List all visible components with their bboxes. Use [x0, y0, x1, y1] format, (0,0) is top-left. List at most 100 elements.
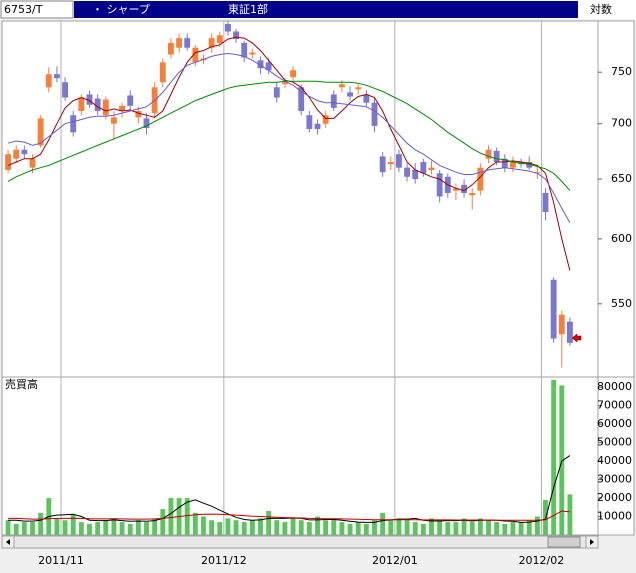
y-tick-label: 600: [611, 232, 632, 245]
volume-bar: [217, 522, 223, 535]
candle-body: [192, 47, 199, 63]
candle-body: [306, 115, 313, 130]
code-box: [0, 0, 74, 19]
volume-bar: [453, 522, 459, 535]
x-tick-label: 2011/12: [201, 554, 247, 567]
volume-bar: [54, 518, 60, 535]
candle-body: [314, 123, 321, 130]
y-tick-label: 70000: [597, 399, 632, 412]
candle-body: [86, 94, 93, 105]
volume-bar: [567, 494, 573, 535]
volume-bar: [78, 522, 84, 535]
volume-bar: [127, 523, 133, 535]
candle-body: [485, 149, 492, 159]
volume-bar: [225, 518, 231, 535]
volume-bar: [266, 510, 272, 535]
candle-body: [550, 279, 557, 339]
candle-body: [298, 87, 305, 112]
volume-bar: [62, 520, 68, 535]
candle-body: [53, 74, 60, 79]
scroll-left-icon: [6, 539, 10, 545]
candle-body: [477, 167, 484, 191]
volume-bar: [282, 522, 288, 535]
candle-body: [330, 94, 337, 108]
y-tick-label: 30000: [597, 473, 632, 486]
price-panel: [1, 20, 635, 378]
volume-bar: [339, 522, 345, 535]
volume-bar: [494, 522, 500, 535]
volume-bar: [241, 522, 247, 535]
scroll-thumb[interactable]: [547, 536, 581, 548]
candle-body: [558, 314, 565, 335]
candle-body: [21, 149, 28, 155]
y-tick-label: 60000: [597, 417, 632, 430]
candle-body: [355, 87, 362, 90]
candle-body: [509, 162, 516, 168]
candle-body: [70, 115, 77, 133]
candle-body: [501, 158, 508, 168]
candle-body: [102, 99, 109, 116]
volume-bar: [13, 523, 19, 535]
candle-body: [387, 162, 394, 165]
volume-bar: [184, 498, 190, 535]
volume-bar: [168, 498, 174, 535]
candle-body: [461, 184, 468, 193]
x-tick-label: 2012/02: [519, 554, 565, 567]
candle-body: [62, 82, 69, 98]
volume-bar: [315, 516, 320, 535]
volume-bar: [274, 520, 280, 535]
volume-bar: [152, 518, 158, 535]
volume-bar: [70, 514, 76, 535]
volume-bar: [518, 522, 524, 535]
candle-body: [363, 94, 370, 103]
candle-body: [143, 118, 150, 129]
volume-bar: [119, 522, 125, 535]
candle-body: [45, 74, 52, 88]
candle-body: [290, 70, 297, 78]
volume-title: 売買高: [5, 377, 38, 391]
candle-body: [13, 149, 20, 159]
candle-body: [167, 42, 174, 55]
volume-bar: [111, 518, 117, 535]
volume-bar: [30, 522, 35, 535]
volume-bar: [95, 522, 101, 535]
volume-bar: [331, 518, 337, 535]
candle-body: [110, 117, 117, 124]
scale-mode[interactable]: 対数: [590, 2, 612, 16]
x-tick-label: 2012/01: [372, 554, 418, 567]
volume-bar: [201, 516, 206, 535]
x-tick-label: 2011/11: [38, 554, 84, 567]
volume-bar: [103, 520, 109, 535]
y-tick-label: 550: [611, 297, 632, 310]
volume-bar: [306, 522, 312, 535]
y-tick-label: 650: [611, 172, 632, 185]
volume-bar: [429, 518, 434, 535]
candle-body: [208, 38, 215, 48]
volume-bar: [486, 520, 491, 535]
volume-bar: [396, 518, 402, 535]
candle-body: [29, 158, 36, 168]
stock-name: ・ シャープ: [92, 3, 150, 16]
candle-body: [420, 162, 427, 174]
volume-bar: [420, 523, 426, 535]
candle-body: [257, 60, 264, 69]
volume-bar: [21, 522, 27, 535]
moving-average-line: [7, 80, 571, 191]
candle-body: [436, 173, 443, 197]
candle-body: [469, 192, 476, 196]
scroll-right-icon: [590, 539, 594, 545]
candle-body: [404, 167, 411, 177]
volume-bar: [209, 520, 215, 535]
title-bar: [74, 1, 578, 18]
candle-body: [5, 154, 12, 170]
y-tick-label: 50000: [597, 436, 632, 449]
candle-body: [428, 167, 435, 170]
volume-bar: [355, 522, 361, 535]
candle-body: [78, 97, 85, 112]
y-tick-label: 10000: [597, 510, 632, 523]
volume-bar: [372, 520, 377, 535]
candle-body: [159, 62, 166, 83]
candle-body: [119, 105, 126, 112]
scrollbar[interactable]: [1, 535, 599, 549]
